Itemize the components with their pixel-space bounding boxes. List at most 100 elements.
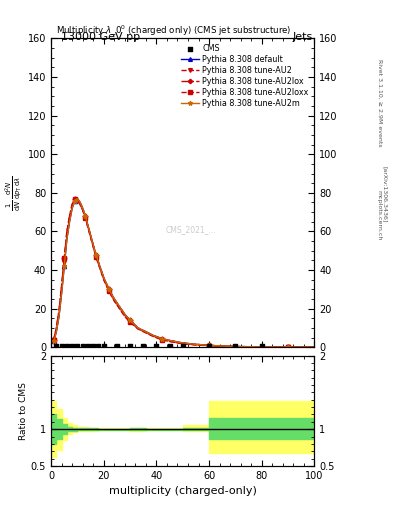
Pythia 8.308 default bbox=[259, 344, 264, 350]
CMS bbox=[85, 342, 91, 350]
Pythia 8.308 tune-AU2lox bbox=[70, 201, 75, 207]
Pythia 8.308 tune-AU2loxx bbox=[78, 201, 83, 207]
CMS bbox=[69, 342, 75, 350]
Pythia 8.308 tune-AU2m bbox=[75, 196, 80, 202]
Pythia 8.308 tune-AU2m bbox=[136, 325, 140, 331]
Pythia 8.308 default bbox=[117, 304, 122, 310]
Pythia 8.308 tune-AU2loxx bbox=[123, 313, 127, 319]
Pythia 8.308 tune-AU2loxx bbox=[286, 344, 290, 350]
Pythia 8.308 tune-AU2loxx bbox=[64, 228, 69, 234]
Pythia 8.308 tune-AU2m bbox=[54, 329, 59, 335]
Pythia 8.308 tune-AU2lox bbox=[107, 286, 111, 292]
Pythia 8.308 tune-AU2 bbox=[101, 276, 106, 283]
Pythia 8.308 default bbox=[83, 213, 88, 219]
Pythia 8.308 tune-AU2m bbox=[159, 335, 164, 342]
Pythia 8.308 tune-AU2lox bbox=[233, 344, 238, 350]
Pythia 8.308 default bbox=[128, 317, 132, 323]
Pythia 8.308 default bbox=[91, 242, 95, 248]
Pythia 8.308 default bbox=[207, 342, 211, 348]
Text: 13000 GeV pp: 13000 GeV pp bbox=[61, 32, 140, 42]
Y-axis label: Ratio to CMS: Ratio to CMS bbox=[19, 382, 28, 440]
Pythia 8.308 tune-AU2 bbox=[88, 234, 93, 240]
Pythia 8.308 tune-AU2m bbox=[220, 343, 225, 349]
Line: Pythia 8.308 tune-AU2loxx: Pythia 8.308 tune-AU2loxx bbox=[52, 197, 316, 349]
Pythia 8.308 tune-AU2lox bbox=[207, 342, 211, 348]
Pythia 8.308 tune-AU2 bbox=[96, 261, 101, 267]
Pythia 8.308 default bbox=[96, 259, 101, 265]
CMS bbox=[90, 342, 96, 350]
Line: Pythia 8.308 tune-AU2m: Pythia 8.308 tune-AU2m bbox=[51, 196, 317, 350]
Pythia 8.308 tune-AU2loxx bbox=[159, 336, 164, 343]
Pythia 8.308 tune-AU2lox bbox=[159, 335, 164, 342]
Pythia 8.308 tune-AU2lox bbox=[83, 213, 88, 219]
CMS bbox=[140, 342, 147, 350]
Pythia 8.308 tune-AU2m bbox=[83, 213, 88, 219]
Pythia 8.308 default bbox=[112, 296, 117, 302]
Pythia 8.308 tune-AU2 bbox=[207, 343, 211, 349]
Pythia 8.308 tune-AU2lox bbox=[151, 333, 156, 339]
Pythia 8.308 tune-AU2 bbox=[159, 336, 164, 343]
Pythia 8.308 default bbox=[312, 344, 317, 350]
Pythia 8.308 tune-AU2 bbox=[286, 344, 290, 350]
CMS bbox=[59, 342, 65, 350]
Pythia 8.308 default bbox=[72, 198, 77, 204]
CMS bbox=[101, 342, 107, 350]
Pythia 8.308 tune-AU2loxx bbox=[51, 336, 56, 343]
Pythia 8.308 tune-AU2 bbox=[233, 344, 238, 350]
Pythia 8.308 tune-AU2loxx bbox=[59, 283, 64, 289]
Pythia 8.308 tune-AU2lox bbox=[99, 267, 103, 273]
Line: Pythia 8.308 default: Pythia 8.308 default bbox=[51, 197, 316, 349]
Text: Rivet 3.1.10, ≥ 2.9M events: Rivet 3.1.10, ≥ 2.9M events bbox=[377, 58, 382, 146]
Pythia 8.308 tune-AU2lox bbox=[78, 199, 83, 205]
Pythia 8.308 tune-AU2lox bbox=[286, 344, 290, 350]
CMS bbox=[259, 342, 265, 350]
Pythia 8.308 tune-AU2lox bbox=[180, 340, 185, 346]
Pythia 8.308 tune-AU2m bbox=[70, 205, 75, 211]
CMS bbox=[74, 342, 81, 350]
Line: Pythia 8.308 tune-AU2: Pythia 8.308 tune-AU2 bbox=[51, 199, 316, 349]
Pythia 8.308 tune-AU2m bbox=[286, 344, 290, 350]
CMS bbox=[95, 342, 102, 350]
Pythia 8.308 default bbox=[78, 199, 83, 205]
Pythia 8.308 tune-AU2lox bbox=[259, 344, 264, 350]
Pythia 8.308 tune-AU2 bbox=[151, 333, 156, 339]
Pythia 8.308 default bbox=[101, 274, 106, 281]
Pythia 8.308 tune-AU2m bbox=[62, 263, 67, 269]
Pythia 8.308 tune-AU2loxx bbox=[259, 344, 264, 350]
Pythia 8.308 default bbox=[64, 236, 69, 242]
Pythia 8.308 tune-AU2m bbox=[96, 259, 101, 265]
Pythia 8.308 tune-AU2lox bbox=[143, 329, 148, 335]
Pythia 8.308 tune-AU2loxx bbox=[83, 215, 88, 221]
Pythia 8.308 tune-AU2lox bbox=[312, 344, 317, 350]
Pythia 8.308 tune-AU2loxx bbox=[57, 308, 61, 314]
Pythia 8.308 tune-AU2m bbox=[128, 317, 132, 323]
Pythia 8.308 tune-AU2 bbox=[112, 298, 117, 304]
Pythia 8.308 tune-AU2lox bbox=[51, 336, 56, 343]
CMS bbox=[206, 342, 212, 350]
Pythia 8.308 tune-AU2 bbox=[91, 244, 95, 250]
Pythia 8.308 default bbox=[94, 251, 98, 258]
Pythia 8.308 tune-AU2m bbox=[51, 338, 56, 345]
Pythia 8.308 tune-AU2loxx bbox=[194, 342, 198, 348]
Pythia 8.308 tune-AU2lox bbox=[86, 223, 90, 229]
Pythia 8.308 tune-AU2loxx bbox=[62, 255, 67, 262]
Pythia 8.308 default bbox=[167, 337, 172, 344]
Pythia 8.308 tune-AU2m bbox=[123, 311, 127, 317]
Pythia 8.308 tune-AU2lox bbox=[194, 342, 198, 348]
Pythia 8.308 tune-AU2lox bbox=[64, 228, 69, 234]
Pythia 8.308 tune-AU2loxx bbox=[128, 319, 132, 325]
Pythia 8.308 tune-AU2loxx bbox=[151, 333, 156, 339]
Pythia 8.308 default bbox=[57, 313, 61, 319]
Legend: CMS, Pythia 8.308 default, Pythia 8.308 tune-AU2, Pythia 8.308 tune-AU2lox, Pyth: CMS, Pythia 8.308 default, Pythia 8.308 … bbox=[180, 42, 310, 110]
Pythia 8.308 tune-AU2loxx bbox=[94, 253, 98, 260]
CMS bbox=[79, 342, 86, 350]
Text: CMS_2021_...: CMS_2021_... bbox=[165, 225, 216, 234]
Pythia 8.308 default bbox=[54, 329, 59, 335]
Pythia 8.308 tune-AU2lox bbox=[94, 251, 98, 258]
CMS bbox=[53, 342, 59, 350]
Pythia 8.308 tune-AU2lox bbox=[167, 337, 172, 344]
Pythia 8.308 tune-AU2loxx bbox=[143, 330, 148, 336]
Pythia 8.308 tune-AU2 bbox=[194, 342, 198, 348]
Pythia 8.308 tune-AU2 bbox=[312, 344, 317, 350]
Pythia 8.308 tune-AU2 bbox=[64, 232, 69, 239]
